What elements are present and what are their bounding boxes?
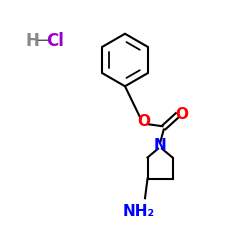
Text: Cl: Cl — [46, 32, 64, 50]
Text: O: O — [137, 114, 150, 129]
Text: N: N — [154, 138, 166, 152]
Text: O: O — [176, 107, 188, 122]
Text: H: H — [26, 32, 40, 50]
Text: NH₂: NH₂ — [123, 204, 155, 219]
Text: ─: ─ — [38, 32, 48, 50]
